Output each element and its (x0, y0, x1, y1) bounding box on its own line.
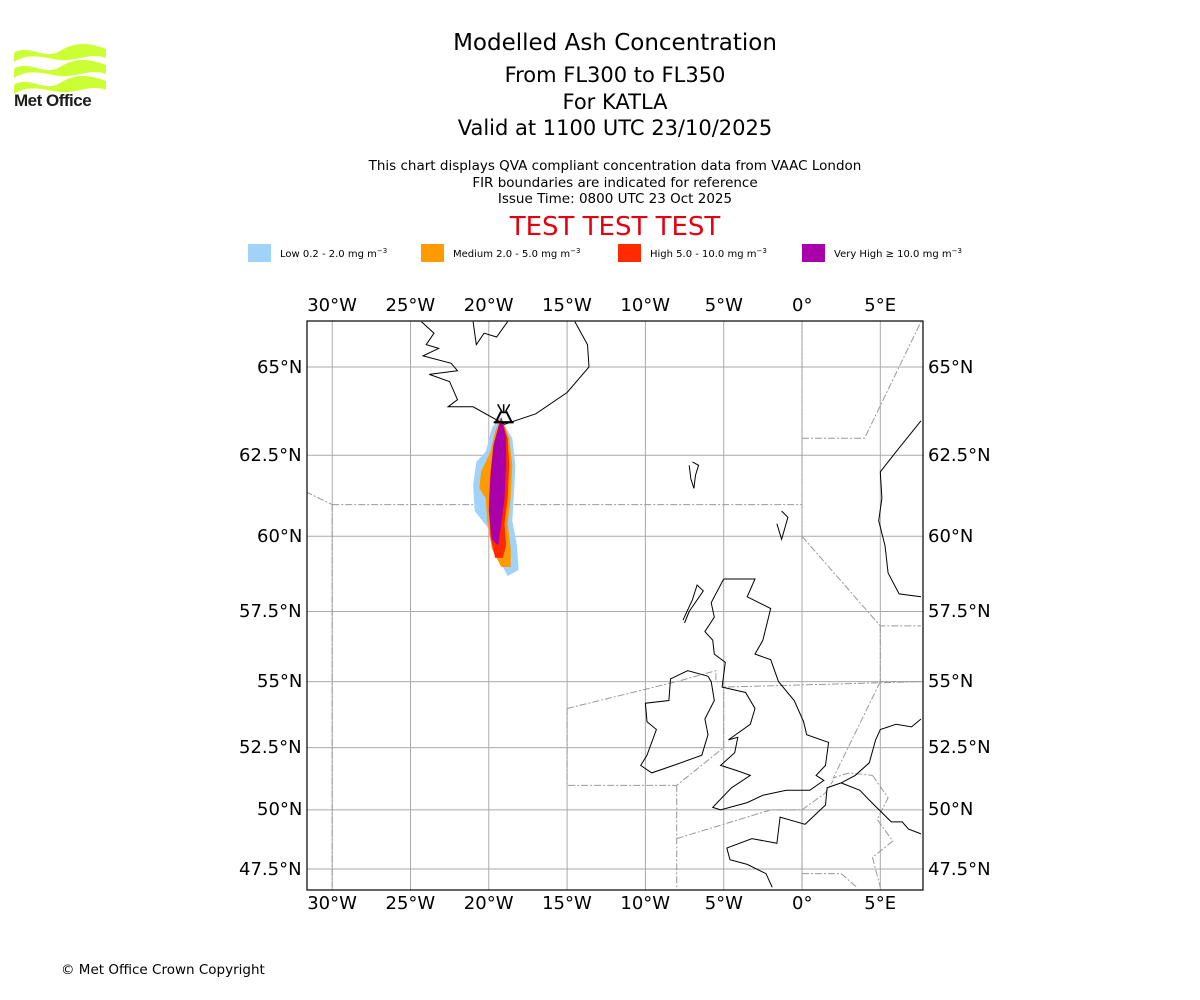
map-frame (306, 320, 924, 891)
coastline-hebrides (682, 584, 704, 624)
lat-tick-label-left: 52.5°N (239, 737, 302, 759)
coastline-europe_border (840, 782, 922, 835)
coastline-shetland (776, 510, 789, 542)
graticule (307, 321, 923, 890)
lon-tick-label-bottom: 0° (792, 892, 813, 914)
fir-boundary-line (566, 670, 922, 709)
lat-tick-label-right: 62.5°N (928, 444, 991, 466)
lon-tick-label-top: 0° (792, 294, 813, 316)
description-line: This chart displays QVA compliant concen… (368, 158, 862, 174)
concentration-legend: Low 0.2 - 2.0 mg m−3 Medium 2.0 - 5.0 mg… (0, 244, 1200, 264)
met-office-logo-icon (14, 44, 106, 94)
lat-tick-label-left: 60°N (257, 525, 303, 547)
lat-tick-label-left: 57.5°N (239, 600, 302, 622)
chart-title: Modelled Ash Concentration (453, 30, 777, 56)
legend-unit-exponent: −3 (756, 246, 767, 255)
lon-tick-label-bottom: 25°W (385, 892, 436, 914)
legend-unit-exponent: −3 (951, 246, 962, 255)
legend-item-medium: Medium 2.0 - 5.0 mg m−3 (421, 244, 580, 262)
lon-tick-label-top: 20°W (463, 294, 514, 316)
lat-tick-label-right: 57.5°N (928, 600, 991, 622)
lon-tick-label-bottom: 5°W (704, 892, 743, 914)
lat-tick-label-right: 65°N (928, 356, 974, 378)
lon-tick-label-top: 15°W (542, 294, 592, 316)
fir-boundary-line (307, 491, 333, 506)
lon-tick-label-top: 25°W (385, 294, 436, 316)
legend-unit-exponent: −3 (570, 246, 581, 255)
fir-boundary-line (802, 873, 858, 888)
volcano-name: For KATLA (562, 90, 668, 114)
copyright: © Met Office Crown Copyright (61, 962, 265, 978)
lat-tick-label-left: 55°N (257, 671, 303, 693)
test-banner: TEST TEST TEST (509, 212, 721, 242)
lat-tick-label-left: 62.5°N (239, 444, 302, 466)
lon-tick-label-bottom: 15°W (542, 892, 592, 914)
coastline-norway (878, 420, 922, 598)
logo-wave (14, 44, 106, 62)
lat-tick-label-right: 50°N (928, 799, 974, 821)
lat-tick-label-left: 47.5°N (239, 858, 302, 880)
lat-tick-label-right: 47.5°N (928, 858, 991, 880)
lon-tick-label-top: 5°W (704, 294, 743, 316)
legend-label-very-high: Very High ≥ 10.0 mg m (834, 248, 952, 260)
legend-label-high: High 5.0 - 10.0 mg m (650, 248, 757, 260)
fir-note: FIR boundaries are indicated for referen… (472, 174, 758, 191)
logo-wave (14, 76, 106, 94)
met-office-logo-text: Met Office (14, 91, 92, 110)
fir-boundary-line (871, 775, 894, 888)
lat-tick-label-left: 65°N (257, 356, 303, 378)
logo-wave (14, 60, 106, 78)
lat-tick-label-left: 50°N (257, 799, 303, 821)
lon-tick-label-top: 5°E (864, 294, 897, 316)
chart-description: This chart displays QVA compliant concen… (315, 158, 915, 208)
volcano-eruption-lines (497, 403, 511, 412)
legend-swatch-low (248, 244, 271, 262)
ash-plume (473, 417, 519, 576)
valid-time: Valid at 1100 UTC 23/10/2025 (457, 116, 773, 140)
coastline-ireland (640, 670, 715, 774)
coastlines (421, 321, 922, 888)
flight-level-range: From FL300 to FL350 (504, 63, 726, 87)
legend-swatch-medium (421, 244, 444, 262)
lat-tick-label-right: 52.5°N (928, 737, 991, 759)
legend-item-very-high: Very High ≥ 10.0 mg m−3 (802, 244, 962, 262)
lon-tick-label-bottom: 10°W (620, 892, 671, 914)
lon-tick-label-bottom: 20°W (463, 892, 514, 914)
lat-tick-label-right: 55°N (928, 671, 974, 693)
coastline-scotland (704, 578, 830, 811)
legend-swatch-high (618, 244, 641, 262)
lon-tick-label-bottom: 5°E (864, 892, 897, 914)
fir-boundary-line (832, 681, 881, 779)
fir-boundary-line (802, 321, 922, 439)
coastline-faroes (688, 461, 700, 489)
coastline-france (726, 718, 922, 888)
legend-item-low: Low 0.2 - 2.0 mg m−3 (248, 244, 387, 262)
coastline-iceland (421, 321, 590, 425)
lat-tick-label-right: 60°N (928, 525, 974, 547)
legend-item-high: High 5.0 - 10.0 mg m−3 (618, 244, 767, 262)
lon-tick-label-top: 10°W (620, 294, 671, 316)
fir-boundary-line (801, 535, 921, 627)
fir-boundary-line (676, 809, 803, 888)
legend-label-low: Low 0.2 - 2.0 mg m (280, 248, 377, 260)
fir-boundary-line (801, 780, 834, 811)
lon-tick-label-top: 30°W (307, 294, 357, 316)
volcano-icon (493, 403, 514, 424)
legend-label-medium: Medium 2.0 - 5.0 mg m (453, 248, 571, 260)
issue-time: Issue Time: 0800 UTC 23 Oct 2025 (497, 191, 733, 207)
legend-swatch-very-high (802, 244, 825, 262)
ash-plume-very-high (488, 417, 506, 546)
lon-tick-label-bottom: 30°W (307, 892, 357, 914)
fir-boundaries (307, 321, 922, 888)
fir-boundary-line (879, 625, 921, 683)
legend-unit-exponent: −3 (376, 246, 388, 255)
coastline-iceland_north (472, 321, 509, 346)
